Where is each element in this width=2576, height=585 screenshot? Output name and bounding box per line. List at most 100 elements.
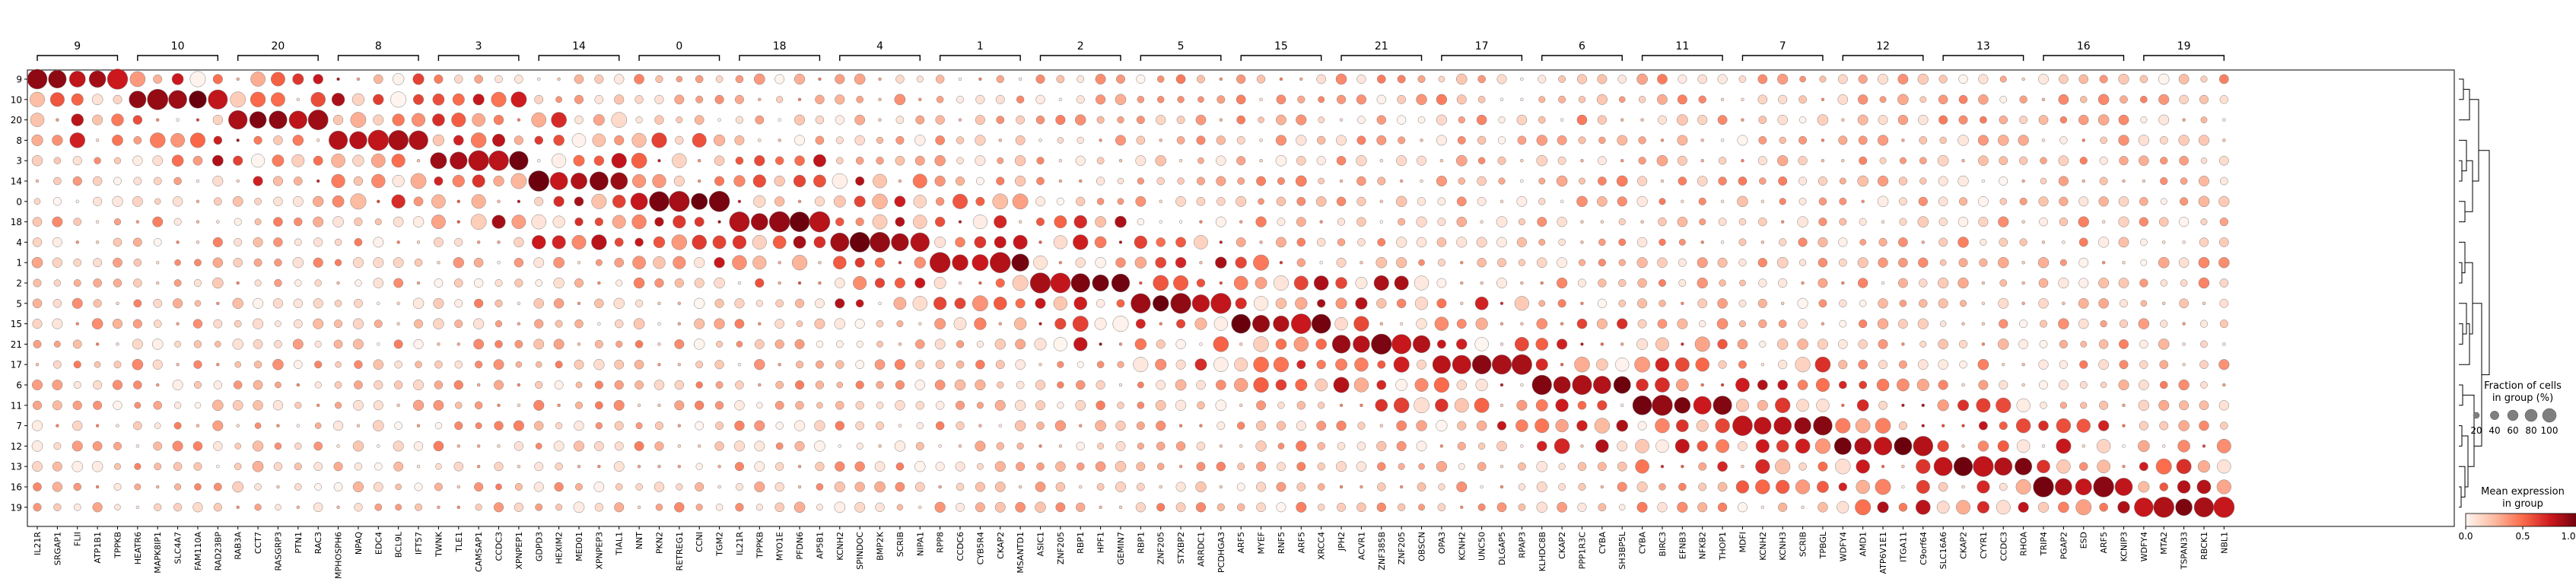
dot (176, 240, 180, 244)
dot (1718, 176, 1727, 186)
dot (316, 179, 320, 183)
dot (331, 173, 345, 189)
dot (495, 340, 503, 348)
dot (415, 503, 422, 511)
dot (1596, 94, 1608, 105)
dot (273, 462, 283, 471)
dot (1176, 319, 1186, 329)
dot (1236, 503, 1245, 512)
dot (2161, 301, 2166, 306)
dot (1957, 216, 1969, 227)
dendrogram-branch (2459, 486, 2462, 508)
dot (1858, 359, 1868, 370)
dot (1818, 237, 1828, 247)
dot (1339, 118, 1344, 122)
dot (132, 237, 142, 247)
dot (2160, 157, 2168, 165)
x-tick-label: CKAP2 (996, 532, 1006, 559)
dot (1859, 156, 1868, 165)
dot (574, 115, 584, 125)
dendrogram (2459, 78, 2490, 508)
dot (830, 232, 850, 252)
dot (753, 195, 766, 208)
dot (391, 154, 405, 168)
dot (352, 440, 364, 452)
dot (454, 237, 463, 246)
dot (394, 360, 402, 369)
dot (32, 237, 43, 247)
dot (493, 114, 504, 126)
dot (1961, 158, 1965, 163)
dot (1439, 158, 1444, 163)
dot (329, 130, 348, 150)
dot (657, 158, 661, 163)
dot (614, 135, 625, 145)
dot (818, 260, 822, 265)
dot (91, 94, 103, 106)
dot (835, 461, 845, 472)
dot (2139, 75, 2148, 84)
dot (1878, 237, 1887, 246)
x-tick-label: CYBA (1598, 532, 1608, 555)
dot (1398, 136, 1406, 145)
dot (1079, 485, 1083, 489)
dot (2118, 237, 2129, 248)
dot (592, 133, 606, 148)
dot (1778, 176, 1788, 186)
dot (1899, 157, 1907, 164)
dot (211, 154, 224, 167)
dot (437, 260, 440, 265)
dot (1075, 257, 1086, 268)
dot (2139, 380, 2149, 390)
dot (1897, 94, 1909, 106)
dot (1035, 115, 1045, 125)
dot (1936, 501, 1950, 514)
dot (633, 277, 645, 289)
dot (1598, 176, 1607, 186)
dot (273, 237, 283, 247)
dot (1432, 355, 1451, 374)
dot (1918, 257, 1929, 268)
x-tick-label: KCNH2 (1457, 532, 1467, 561)
dot (33, 482, 42, 491)
dot (1758, 217, 1767, 227)
dot (273, 196, 283, 206)
dot (654, 441, 664, 451)
group-brackets: 9 10 20 8 3 14 0 18 4 1 2 5 15 21 17 6 11 7 12 13 16 19 (37, 40, 2225, 61)
dot (373, 114, 384, 126)
dot (1901, 464, 1905, 469)
dot (815, 94, 825, 105)
dot (1398, 218, 1406, 226)
dot (878, 118, 882, 122)
dot (1437, 197, 1446, 206)
dot (1837, 339, 1848, 349)
dot (537, 77, 541, 81)
dot (894, 196, 906, 208)
dot (1999, 380, 2008, 390)
dot (677, 424, 682, 428)
dot (2018, 501, 2029, 513)
dot (1878, 257, 1888, 268)
dot (1833, 437, 1852, 455)
dot (1878, 360, 1887, 370)
dot (595, 401, 603, 410)
dot (1418, 463, 1425, 470)
x-tick-label: XRCC4 (1317, 532, 1327, 560)
dot (1776, 440, 1789, 453)
dot (432, 93, 445, 106)
dot (1256, 421, 1267, 431)
dot (334, 381, 342, 389)
dot (2059, 360, 2069, 369)
dot (476, 383, 481, 387)
dot (1295, 379, 1308, 391)
dendrogram-branch (2459, 201, 2466, 223)
dot (296, 383, 301, 387)
dot (535, 361, 542, 368)
dot (1757, 399, 1768, 411)
dot (49, 92, 65, 107)
dot (73, 218, 82, 226)
dot (1216, 176, 1226, 186)
dot (634, 359, 644, 370)
dot (313, 257, 323, 268)
dot (1075, 399, 1086, 411)
